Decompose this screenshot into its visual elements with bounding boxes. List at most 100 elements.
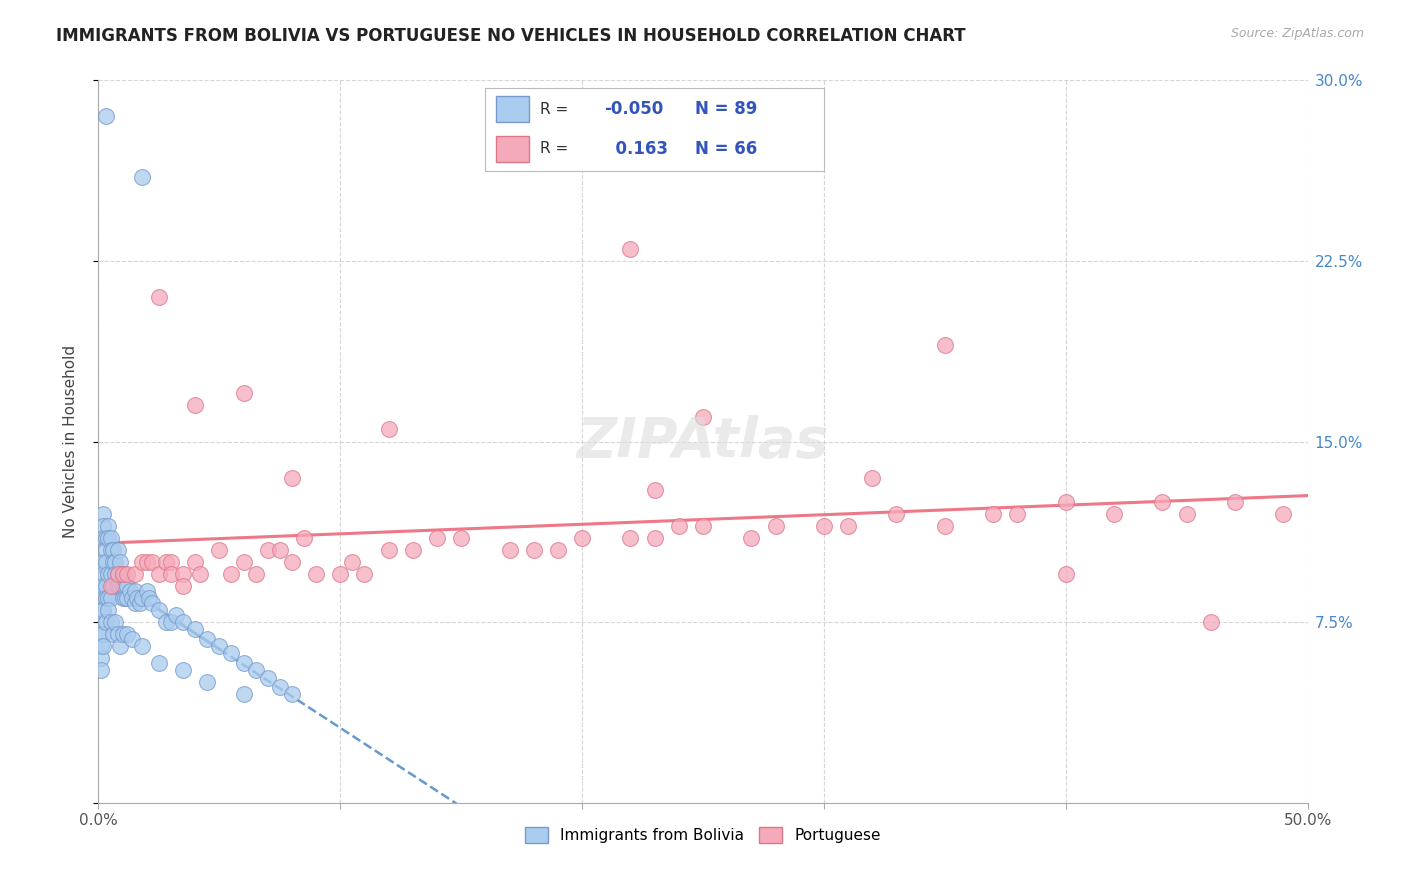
Point xyxy=(281,471,304,485)
Text: Source: ZipAtlas.com: Source: ZipAtlas.com xyxy=(1230,27,1364,40)
Point xyxy=(160,615,183,630)
Point xyxy=(91,519,114,533)
Point xyxy=(131,591,153,606)
Point xyxy=(1272,507,1295,521)
Point xyxy=(1175,507,1198,521)
Point xyxy=(100,542,122,557)
Point xyxy=(107,567,129,582)
Point xyxy=(128,596,150,610)
Point xyxy=(101,542,124,557)
Point xyxy=(104,555,127,569)
Point xyxy=(765,519,787,533)
Point xyxy=(813,519,835,533)
Point xyxy=(104,615,127,630)
Point xyxy=(547,542,569,557)
Point xyxy=(292,531,315,545)
Point xyxy=(934,338,956,352)
Point xyxy=(100,591,122,606)
Point xyxy=(108,639,131,653)
Point xyxy=(245,567,267,582)
Point xyxy=(100,579,122,593)
Point xyxy=(138,591,160,606)
Point xyxy=(886,507,908,521)
Point xyxy=(188,567,211,582)
Point xyxy=(91,603,114,617)
Point xyxy=(91,531,114,545)
Point xyxy=(208,639,231,653)
Point xyxy=(94,531,117,545)
Point xyxy=(232,656,254,670)
Point xyxy=(692,519,714,533)
Point xyxy=(90,664,112,678)
Point xyxy=(114,591,136,606)
Point xyxy=(644,483,666,497)
Point xyxy=(148,603,170,617)
Point xyxy=(172,664,194,678)
Point xyxy=(94,591,117,606)
Point xyxy=(131,555,153,569)
Point xyxy=(107,579,129,593)
Point xyxy=(101,579,124,593)
Point xyxy=(107,542,129,557)
Point xyxy=(281,555,304,569)
Point xyxy=(208,542,231,557)
Point xyxy=(117,627,139,641)
Point xyxy=(131,639,153,653)
Point xyxy=(1199,615,1222,630)
Point xyxy=(91,555,114,569)
Point xyxy=(117,579,139,593)
Point xyxy=(160,555,183,569)
Point xyxy=(172,615,194,630)
Point xyxy=(135,583,157,598)
Point xyxy=(148,290,170,304)
Point xyxy=(148,567,170,582)
Text: IMMIGRANTS FROM BOLIVIA VS PORTUGUESE NO VEHICLES IN HOUSEHOLD CORRELATION CHART: IMMIGRANTS FROM BOLIVIA VS PORTUGUESE NO… xyxy=(56,27,966,45)
Point xyxy=(91,639,114,653)
Point xyxy=(141,596,163,610)
Point xyxy=(245,664,267,678)
Point xyxy=(108,579,131,593)
Point xyxy=(426,531,449,545)
Point xyxy=(1152,494,1174,508)
Point xyxy=(1054,567,1077,582)
Point xyxy=(97,591,120,606)
Point xyxy=(1007,507,1029,521)
Point xyxy=(108,555,131,569)
Point xyxy=(981,507,1004,521)
Point xyxy=(90,639,112,653)
Point xyxy=(91,579,114,593)
Point xyxy=(100,567,122,582)
Point xyxy=(619,531,641,545)
Point xyxy=(114,579,136,593)
Point xyxy=(402,542,425,557)
Legend: Immigrants from Bolivia, Portuguese: Immigrants from Bolivia, Portuguese xyxy=(519,822,887,849)
Point xyxy=(90,579,112,593)
Point xyxy=(342,555,364,569)
Point xyxy=(692,410,714,425)
Point xyxy=(124,583,146,598)
Point xyxy=(94,615,117,630)
Point xyxy=(305,567,328,582)
Point xyxy=(127,591,149,606)
Point xyxy=(353,567,375,582)
Point xyxy=(97,519,120,533)
Point xyxy=(172,567,194,582)
Point xyxy=(232,386,254,401)
Point xyxy=(644,531,666,545)
Point xyxy=(860,471,883,485)
Point xyxy=(619,242,641,256)
Point xyxy=(135,555,157,569)
Point xyxy=(124,596,146,610)
Point xyxy=(97,603,120,617)
Point xyxy=(668,519,690,533)
Point xyxy=(97,567,120,582)
Point xyxy=(101,627,124,641)
Text: ZIPAtlas: ZIPAtlas xyxy=(576,415,830,468)
Point xyxy=(837,519,859,533)
Point xyxy=(121,632,143,646)
Point xyxy=(232,687,254,701)
Point xyxy=(94,542,117,557)
Point xyxy=(100,615,122,630)
Point xyxy=(740,531,762,545)
Point xyxy=(184,555,207,569)
